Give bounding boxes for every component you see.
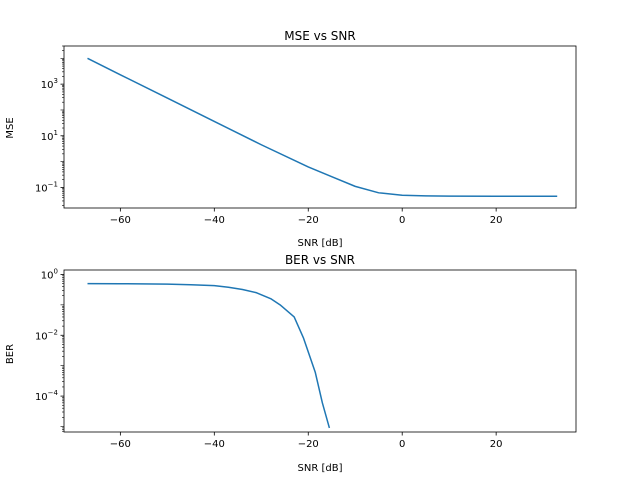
ber-plot-frame — [63, 269, 577, 433]
ber-y-tick-label-2: 100 — [41, 267, 58, 281]
mse-x-tick-label-3: 0 — [399, 215, 405, 226]
ber-x-tick-label-3: 0 — [399, 439, 405, 450]
mse-series-line-0 — [87, 57, 558, 198]
mse-chart-title: MSE vs SNR — [284, 29, 355, 43]
mse-plot-frame — [63, 45, 577, 209]
mse-y-axis-label: MSE — [5, 117, 16, 138]
ber-x-tick-label-0: −60 — [110, 439, 131, 450]
ber-series-line-0 — [87, 282, 331, 429]
ber-chart-title: BER vs SNR — [285, 253, 355, 267]
mse-x-tick-label-2: −20 — [298, 215, 319, 226]
ber-x-tick-label-2: −20 — [298, 439, 319, 450]
mse-panel: MSE vs SNR SNR [dB] MSE −60 −40 −20 0 20 10−1… — [5, 29, 577, 249]
mse-y-tick-label-0: 10−1 — [35, 180, 58, 194]
ber-x-axis-label: SNR [dB] — [298, 463, 343, 474]
ber-y-axis-label: BER — [5, 344, 16, 364]
ber-panel: BER vs SNR SNR [dB] BER −60 −40 −20 0 20 10−4… — [5, 253, 577, 474]
ber-y-tick-label-1: 10−2 — [35, 328, 58, 342]
mse-x-axis-label: SNR [dB] — [298, 238, 343, 249]
mse-y-tick-label-2: 103 — [41, 77, 58, 91]
ber-x-tick-label-4: 20 — [490, 439, 503, 450]
ber-y-tick-label-0: 10−4 — [35, 389, 59, 403]
ber-x-tick-label-1: −40 — [204, 439, 225, 450]
mse-x-tick-label-4: 20 — [490, 215, 503, 226]
mse-y-tick-label-1: 101 — [41, 129, 58, 143]
mse-x-tick-label-0: −60 — [110, 215, 131, 226]
mse-x-tick-label-1: −40 — [204, 215, 225, 226]
